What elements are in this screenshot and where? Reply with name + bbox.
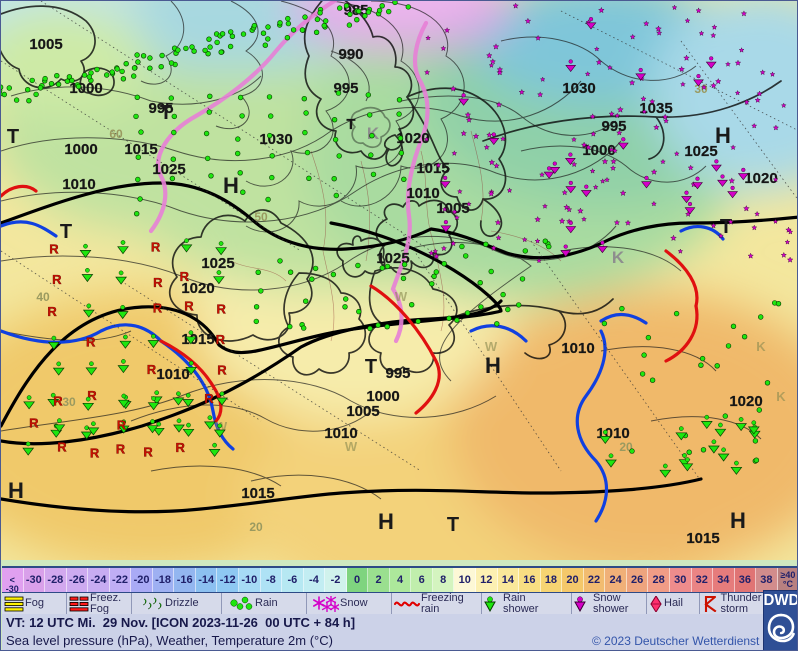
svg-text:H: H <box>8 478 24 503</box>
svg-text:1015: 1015 <box>181 331 214 348</box>
svg-text:R: R <box>116 442 126 457</box>
svg-text:R: R <box>47 304 57 319</box>
svg-text:H: H <box>715 123 731 148</box>
svg-text:T: T <box>365 356 377 378</box>
svg-text:W: W <box>345 439 358 454</box>
svg-text:20: 20 <box>249 520 263 534</box>
svg-text:30: 30 <box>62 395 76 409</box>
svg-text:H: H <box>378 509 394 534</box>
svg-text:R: R <box>86 335 96 350</box>
svg-text:1015: 1015 <box>124 141 157 158</box>
svg-text:1015: 1015 <box>241 485 274 502</box>
svg-text:R: R <box>216 332 226 347</box>
svg-text:1000: 1000 <box>64 141 97 158</box>
svg-text:R: R <box>151 240 161 255</box>
svg-text:1005: 1005 <box>436 200 469 217</box>
svg-text:W: W <box>395 289 408 304</box>
svg-text:R: R <box>176 440 186 455</box>
svg-text:995: 995 <box>385 365 410 382</box>
svg-text:K: K <box>612 248 625 267</box>
svg-text:R: R <box>204 391 214 406</box>
svg-text:T: T <box>720 216 732 238</box>
svg-text:R: R <box>57 439 67 454</box>
svg-text:K: K <box>776 389 786 404</box>
svg-text:R: R <box>49 242 59 257</box>
svg-text:R: R <box>180 269 190 284</box>
svg-text:R: R <box>147 362 157 377</box>
svg-text:1015: 1015 <box>686 530 719 547</box>
svg-text:40: 40 <box>36 290 50 304</box>
svg-text:1010: 1010 <box>62 176 95 193</box>
svg-text:60: 60 <box>109 127 123 141</box>
svg-text:1030: 1030 <box>562 80 595 97</box>
svg-text:W: W <box>485 339 498 354</box>
svg-text:R: R <box>217 362 227 377</box>
svg-text:T: T <box>160 102 172 124</box>
svg-text:30: 30 <box>694 82 708 96</box>
svg-text:R: R <box>153 275 163 290</box>
svg-text:K: K <box>756 339 766 354</box>
svg-text:T: T <box>60 221 72 243</box>
svg-text:T: T <box>447 514 459 536</box>
svg-text:H: H <box>730 508 746 533</box>
svg-text:R: R <box>53 394 63 409</box>
svg-text:R: R <box>217 302 227 317</box>
svg-text:R: R <box>117 418 127 433</box>
svg-text:R: R <box>52 272 62 287</box>
svg-text:T: T <box>346 116 355 133</box>
svg-text:H: H <box>223 173 239 198</box>
svg-text:1010: 1010 <box>561 340 594 357</box>
svg-text:1020: 1020 <box>729 393 762 410</box>
svg-text:R: R <box>143 445 153 460</box>
svg-text:1005: 1005 <box>346 403 379 420</box>
svg-text:R: R <box>184 298 194 313</box>
svg-text:50: 50 <box>254 210 268 224</box>
svg-text:990: 990 <box>338 46 363 63</box>
svg-text:1020: 1020 <box>744 170 777 187</box>
svg-text:R: R <box>90 446 100 461</box>
svg-text:1010: 1010 <box>156 366 189 383</box>
svg-text:R: R <box>29 416 39 431</box>
svg-text:1030: 1030 <box>259 131 292 148</box>
svg-text:995: 995 <box>601 118 626 135</box>
svg-text:1015: 1015 <box>416 160 449 177</box>
svg-text:1025: 1025 <box>152 161 185 178</box>
svg-text:1000: 1000 <box>69 80 102 97</box>
svg-text:1025: 1025 <box>201 255 234 272</box>
svg-text:1005: 1005 <box>29 36 62 53</box>
svg-text:1010: 1010 <box>406 185 439 202</box>
svg-text:R: R <box>153 301 163 316</box>
svg-text:1025: 1025 <box>684 143 717 160</box>
svg-text:T: T <box>7 126 19 148</box>
svg-text:1035: 1035 <box>639 100 672 117</box>
svg-text:H: H <box>485 353 501 378</box>
